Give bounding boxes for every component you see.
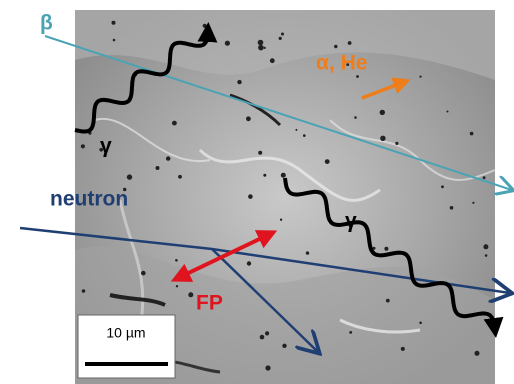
pore [349, 331, 352, 334]
pore [280, 219, 282, 221]
pore [248, 194, 253, 199]
pore [260, 335, 265, 340]
pore [419, 76, 421, 78]
pore [384, 247, 388, 251]
pore [264, 47, 266, 49]
pore [113, 39, 116, 42]
pore [176, 285, 178, 287]
alpha-label: α, He [316, 52, 367, 75]
pore [419, 322, 422, 325]
pore [380, 136, 385, 141]
neutron-label: neutron [50, 188, 128, 211]
pore [303, 134, 306, 137]
pore [395, 142, 398, 145]
pore [166, 156, 170, 160]
scale-label: 10 µm [106, 325, 145, 341]
pore [265, 331, 269, 335]
pore [203, 24, 207, 28]
pore [334, 45, 337, 48]
pore [246, 116, 251, 121]
pore [470, 132, 474, 136]
pore [485, 254, 488, 257]
pore [295, 129, 297, 131]
pore [172, 121, 177, 126]
pore [265, 365, 270, 370]
pore [281, 33, 284, 36]
pore [225, 41, 230, 46]
beta-label: β [40, 12, 53, 35]
gamma-label: γ [100, 135, 112, 158]
pore [258, 40, 264, 46]
pore [306, 251, 309, 254]
pore [401, 347, 405, 351]
pore [178, 175, 182, 179]
pore [483, 176, 486, 179]
pore [282, 344, 286, 348]
pore [270, 58, 275, 63]
scale-bar: 10 µm [78, 315, 175, 378]
pore [447, 111, 449, 113]
pore [354, 116, 357, 119]
pore [386, 299, 390, 303]
pore [441, 185, 444, 188]
fp-label: FP [196, 292, 223, 315]
pore [263, 174, 266, 177]
pore [156, 166, 160, 170]
pore [237, 80, 241, 84]
figure: 10 µm β α, He γ neutron γ FP [0, 0, 514, 384]
pore [258, 151, 262, 155]
pore [279, 37, 282, 40]
pore [325, 159, 330, 164]
pore [348, 41, 352, 45]
pore [483, 244, 488, 249]
pore [472, 202, 474, 204]
gamma-label: γ [345, 210, 357, 233]
pore [127, 174, 132, 179]
pore [81, 144, 85, 148]
pore [141, 271, 146, 276]
page: 10 µm β α, He γ neutron γ FP (() => { co… [0, 0, 514, 384]
pore [450, 206, 454, 210]
pore [112, 21, 116, 25]
pore [258, 45, 264, 51]
pore [380, 110, 385, 115]
pore [82, 289, 86, 293]
pore [281, 173, 286, 178]
pore [356, 75, 359, 78]
pore [188, 292, 193, 297]
pore [475, 351, 480, 356]
pore [247, 261, 251, 265]
pore [175, 259, 178, 262]
